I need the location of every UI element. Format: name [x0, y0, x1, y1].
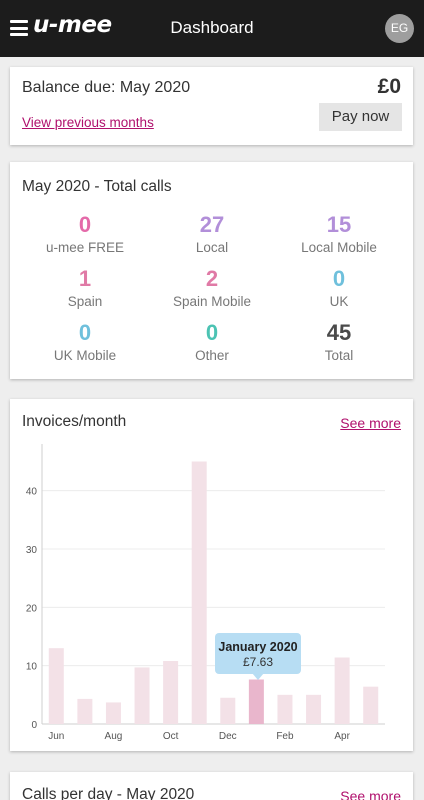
- bar-may: [363, 686, 379, 724]
- total-calls-title: May 2020 - Total calls: [22, 178, 172, 195]
- stat-local-mobile: 15 Local Mobile: [274, 212, 404, 255]
- y-tick-label: 10: [26, 662, 38, 673]
- stat-value: 45: [326, 320, 352, 345]
- balance-amount: £0: [377, 75, 401, 98]
- invoices-title: Invoices/month: [22, 413, 127, 430]
- stat-label: Spain: [67, 294, 103, 309]
- stat-label: Spain Mobile: [172, 294, 252, 309]
- stat-total: 45 Total: [274, 320, 404, 363]
- x-tick-label: Feb: [276, 731, 294, 742]
- stat-value: 0: [205, 320, 219, 345]
- bar-feb: [277, 694, 293, 724]
- pay-now-button[interactable]: Pay now: [319, 103, 402, 131]
- page-title: Dashboard: [170, 18, 254, 37]
- x-tick-label: Aug: [105, 731, 123, 742]
- invoices-see-more-link[interactable]: See more: [340, 415, 401, 431]
- stat-label: Local: [195, 240, 229, 255]
- stat-local: 27 Local: [147, 212, 277, 255]
- balance-label: Balance due: May 2020: [22, 79, 191, 96]
- bar-aug: [105, 702, 121, 724]
- bar-jun: [48, 648, 64, 724]
- top-app-bar: u-mee Dashboard EG: [0, 0, 424, 57]
- bar-apr: [334, 657, 350, 724]
- x-tick-label: Jun: [48, 731, 64, 742]
- bar-mar: [306, 694, 322, 724]
- stat-label: UK Mobile: [53, 348, 117, 363]
- stat-other: 0 Other: [147, 320, 277, 363]
- stat-value: 15: [326, 212, 352, 237]
- calls-per-day-card: Calls per day - May 2020 See more: [10, 772, 413, 800]
- view-previous-months-link[interactable]: View previous months: [22, 115, 154, 130]
- balance-card: Balance due: May 2020 £0 View previous m…: [10, 67, 413, 145]
- x-tick-label: Apr: [334, 731, 350, 742]
- tooltip-tail: [252, 673, 264, 680]
- y-tick-label: 30: [26, 545, 38, 556]
- stat-label: Total: [324, 348, 354, 363]
- x-tick-label: Oct: [163, 731, 179, 742]
- bar-sep: [134, 667, 150, 724]
- bar-oct: [163, 661, 179, 724]
- stat-umee-free: 0 u-mee FREE: [20, 212, 150, 255]
- bar-jan: [248, 679, 264, 724]
- stat-value: 2: [205, 266, 219, 291]
- stat-value: 0: [78, 212, 92, 237]
- tooltip-value: £7.63: [242, 655, 274, 669]
- stat-spain-mobile: 2 Spain Mobile: [147, 266, 277, 309]
- stat-uk-mobile: 0 UK Mobile: [20, 320, 150, 363]
- hamburger-menu-icon[interactable]: [10, 20, 28, 36]
- bar-dec: [220, 697, 236, 724]
- stat-label: UK: [329, 294, 349, 309]
- x-tick-label: Dec: [219, 731, 237, 742]
- invoices-card: Invoices/month See more 0 10 20 30 40 Jun Aug O…: [10, 399, 413, 751]
- user-avatar[interactable]: EG: [385, 14, 414, 43]
- tooltip-title: January 2020: [218, 640, 298, 654]
- y-tick-label: 0: [31, 720, 37, 731]
- calls-per-day-see-more-link[interactable]: See more: [340, 788, 401, 800]
- bar-jul: [77, 698, 93, 724]
- total-calls-card: May 2020 - Total calls 0 u-mee FREE 27 L…: [10, 162, 413, 379]
- invoices-bar-chart: 0 10 20 30 40 Jun Aug Oct Dec Feb Apr: [26, 444, 385, 742]
- bar-nov: [191, 461, 207, 724]
- stat-value: 0: [78, 320, 92, 345]
- stat-value: 0: [332, 266, 346, 291]
- calls-per-day-title: Calls per day - May 2020: [22, 786, 195, 800]
- stat-label: Other: [195, 348, 229, 363]
- stat-spain: 1 Spain: [20, 266, 150, 309]
- stat-uk: 0 UK: [274, 266, 404, 309]
- stat-value: 1: [78, 266, 92, 291]
- stat-label: Local Mobile: [301, 240, 377, 255]
- chart-tooltip: January 2020 £7.63: [215, 633, 301, 674]
- stat-label: u-mee FREE: [45, 240, 125, 255]
- stat-value: 27: [199, 212, 225, 237]
- y-tick-label: 20: [26, 603, 38, 614]
- y-tick-label: 40: [26, 487, 38, 498]
- app-logo: u-mee: [33, 12, 112, 38]
